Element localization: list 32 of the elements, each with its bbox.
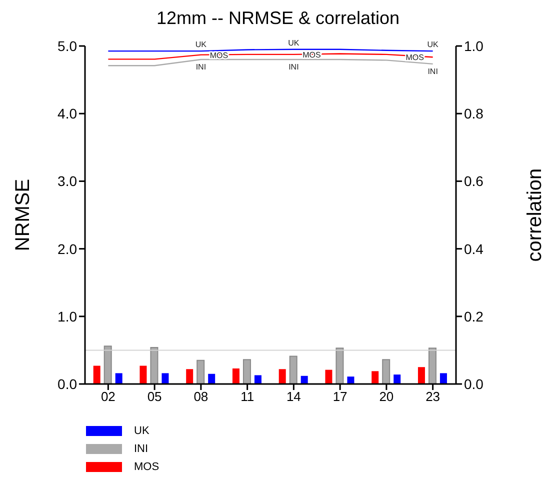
- y2-tick-label: 1.0: [464, 38, 484, 54]
- series-label: INI: [196, 62, 206, 72]
- text: INI: [428, 66, 438, 76]
- text: INI: [288, 62, 299, 72]
- x-tick-label: 08: [194, 389, 208, 404]
- y-tick-label: 5.0: [58, 38, 78, 54]
- x-tick-label: 14: [286, 389, 301, 404]
- y2-tick-label: 0.0: [464, 376, 484, 392]
- y-axis-title: NRMSE: [12, 178, 34, 252]
- legend-label: MOS: [134, 461, 160, 473]
- text: UK: [427, 40, 438, 50]
- series-label: UK: [195, 40, 208, 50]
- x-tick-label: 11: [240, 389, 254, 404]
- y-tick-label: 0.0: [58, 376, 78, 392]
- x-tick-label: 05: [147, 389, 162, 404]
- x-tick-label: 20: [379, 389, 394, 404]
- y2-tick-label: 0.8: [464, 106, 484, 122]
- x-tick-label: 23: [426, 389, 440, 404]
- y2-axis-title: correlation: [524, 168, 546, 262]
- legend-label: UK: [134, 425, 150, 437]
- y-tick-label: 2.0: [58, 240, 78, 257]
- y2-tick-label: 0.6: [464, 173, 484, 190]
- y-tick-label: 3.0: [58, 173, 78, 190]
- y2-tick-label: 0.2: [464, 308, 484, 324]
- y-tick-label: 1.0: [58, 308, 78, 324]
- y-tick-label: 4.0: [58, 106, 78, 122]
- x-tick-label: 17: [332, 389, 348, 404]
- x-tick-label: 02: [100, 389, 116, 404]
- y2-tick-label: 0.4: [464, 240, 484, 257]
- text: UK: [288, 38, 300, 48]
- legend-label: INI: [134, 443, 148, 455]
- chart-title: 12mm -- NRMSE & correlation: [155, 8, 401, 30]
